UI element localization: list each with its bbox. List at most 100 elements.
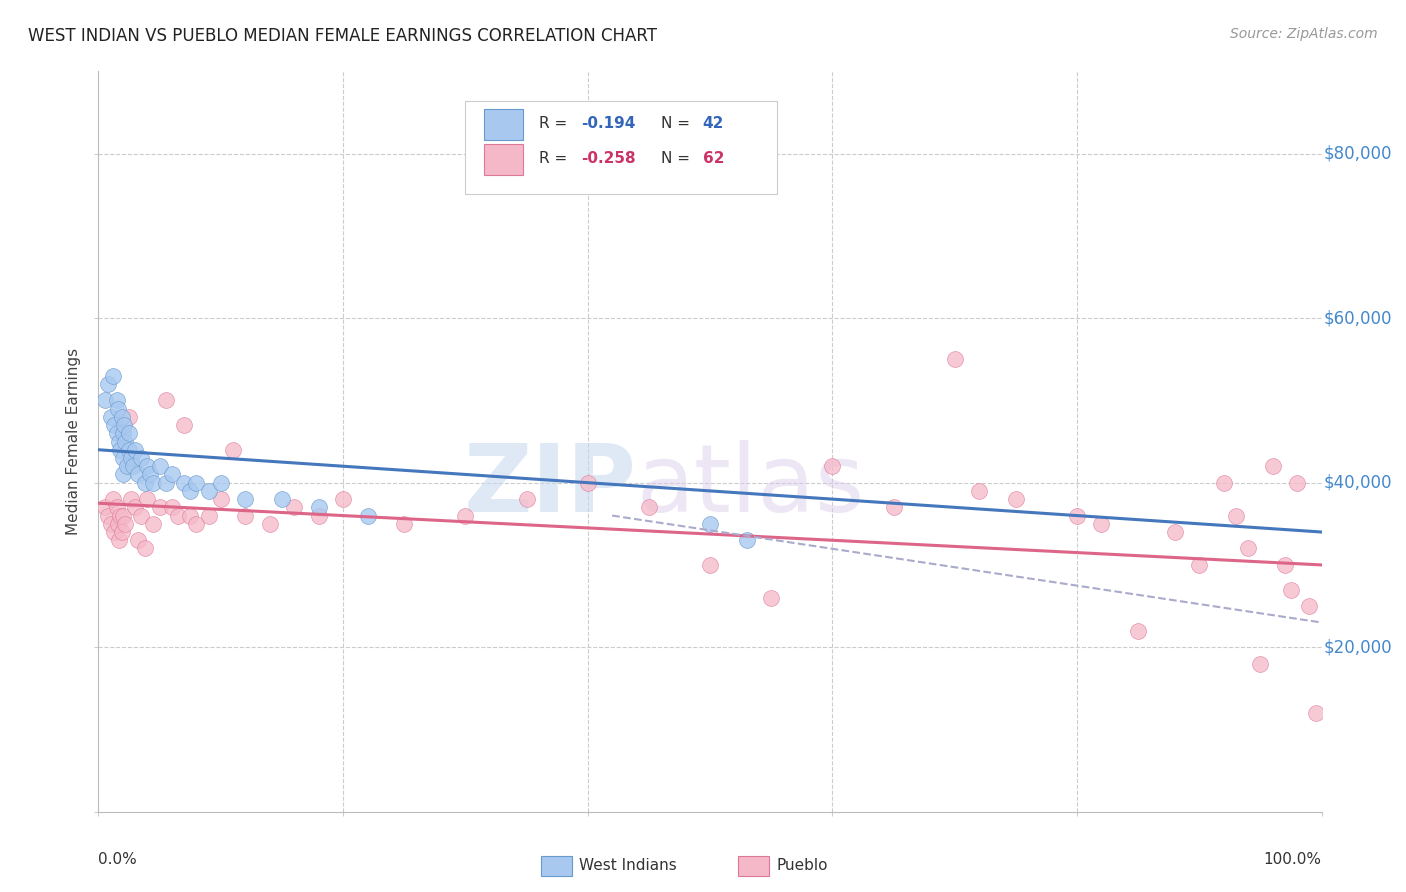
- Text: ZIP: ZIP: [464, 440, 637, 532]
- Point: [1279, 582, 1302, 597]
- Point: [1249, 657, 1271, 671]
- Point: [139, 467, 162, 482]
- Text: 0.0%: 0.0%: [98, 853, 138, 867]
- FancyBboxPatch shape: [484, 144, 523, 175]
- Point: [134, 475, 156, 490]
- Point: [127, 467, 149, 482]
- Point: [515, 492, 537, 507]
- Text: N =: N =: [661, 152, 695, 166]
- Text: WEST INDIAN VS PUEBLO MEDIAN FEMALE EARNINGS CORRELATION CHART: WEST INDIAN VS PUEBLO MEDIAN FEMALE EARN…: [28, 27, 657, 45]
- Point: [883, 500, 905, 515]
- Point: [114, 434, 136, 449]
- Point: [114, 516, 136, 531]
- Y-axis label: Median Female Earnings: Median Female Earnings: [66, 348, 82, 535]
- Point: [699, 516, 721, 531]
- Point: [197, 508, 219, 523]
- Point: [197, 483, 219, 498]
- Point: [110, 508, 132, 523]
- Point: [110, 442, 132, 457]
- Point: [332, 492, 354, 507]
- Point: [1004, 492, 1026, 507]
- Point: [222, 442, 245, 457]
- Text: West Indians: West Indians: [579, 858, 678, 872]
- Point: [115, 459, 138, 474]
- Text: $20,000: $20,000: [1324, 638, 1393, 657]
- Point: [761, 591, 783, 605]
- Point: [259, 516, 281, 531]
- Point: [186, 475, 208, 490]
- Point: [111, 409, 134, 424]
- Point: [112, 418, 135, 433]
- Point: [735, 533, 758, 548]
- Text: atlas: atlas: [637, 440, 865, 532]
- Point: [186, 516, 208, 531]
- Point: [943, 352, 966, 367]
- Text: R =: R =: [538, 152, 572, 166]
- Point: [118, 426, 141, 441]
- Point: [173, 418, 195, 433]
- Point: [1298, 599, 1320, 613]
- Text: -0.258: -0.258: [582, 152, 637, 166]
- Point: [1164, 524, 1187, 539]
- Text: $40,000: $40,000: [1324, 474, 1392, 491]
- Point: [118, 409, 141, 424]
- Point: [155, 393, 177, 408]
- Point: [105, 500, 128, 515]
- Text: Pueblo: Pueblo: [776, 858, 828, 872]
- Point: [124, 500, 146, 515]
- Point: [93, 500, 115, 515]
- Point: [1066, 508, 1088, 523]
- Point: [1286, 475, 1309, 490]
- Point: [105, 393, 128, 408]
- Point: [101, 492, 124, 507]
- Text: N =: N =: [661, 117, 695, 131]
- Point: [149, 500, 172, 515]
- Text: $60,000: $60,000: [1324, 310, 1392, 327]
- Point: [1274, 558, 1296, 572]
- Text: 42: 42: [703, 117, 724, 131]
- Text: R =: R =: [538, 117, 572, 131]
- Point: [167, 508, 190, 523]
- Point: [111, 524, 134, 539]
- Point: [124, 442, 146, 457]
- Point: [173, 475, 195, 490]
- Point: [454, 508, 477, 523]
- Text: Source: ZipAtlas.com: Source: ZipAtlas.com: [1230, 27, 1378, 41]
- Point: [967, 483, 990, 498]
- Point: [136, 459, 159, 474]
- Point: [1188, 558, 1211, 572]
- Point: [101, 368, 124, 383]
- Point: [103, 524, 125, 539]
- Point: [120, 492, 142, 507]
- FancyBboxPatch shape: [484, 109, 523, 140]
- Text: -0.194: -0.194: [582, 117, 636, 131]
- Point: [1237, 541, 1260, 556]
- Point: [100, 516, 122, 531]
- Point: [821, 459, 844, 474]
- Point: [283, 500, 305, 515]
- Point: [100, 409, 122, 424]
- Point: [149, 459, 172, 474]
- Point: [107, 516, 129, 531]
- Point: [1090, 516, 1112, 531]
- Point: [118, 442, 141, 457]
- Point: [129, 450, 152, 465]
- Point: [160, 500, 183, 515]
- Point: [637, 500, 661, 515]
- Point: [179, 483, 201, 498]
- Point: [209, 475, 232, 490]
- Point: [233, 508, 256, 523]
- Point: [308, 500, 330, 515]
- Point: [111, 508, 134, 523]
- Point: [576, 475, 599, 490]
- Point: [127, 533, 149, 548]
- Point: [233, 492, 256, 507]
- Point: [108, 434, 131, 449]
- Point: [1225, 508, 1247, 523]
- Point: [356, 508, 378, 523]
- Point: [107, 401, 129, 416]
- Point: [1261, 459, 1284, 474]
- Point: [160, 467, 183, 482]
- Point: [134, 541, 156, 556]
- Point: [105, 426, 128, 441]
